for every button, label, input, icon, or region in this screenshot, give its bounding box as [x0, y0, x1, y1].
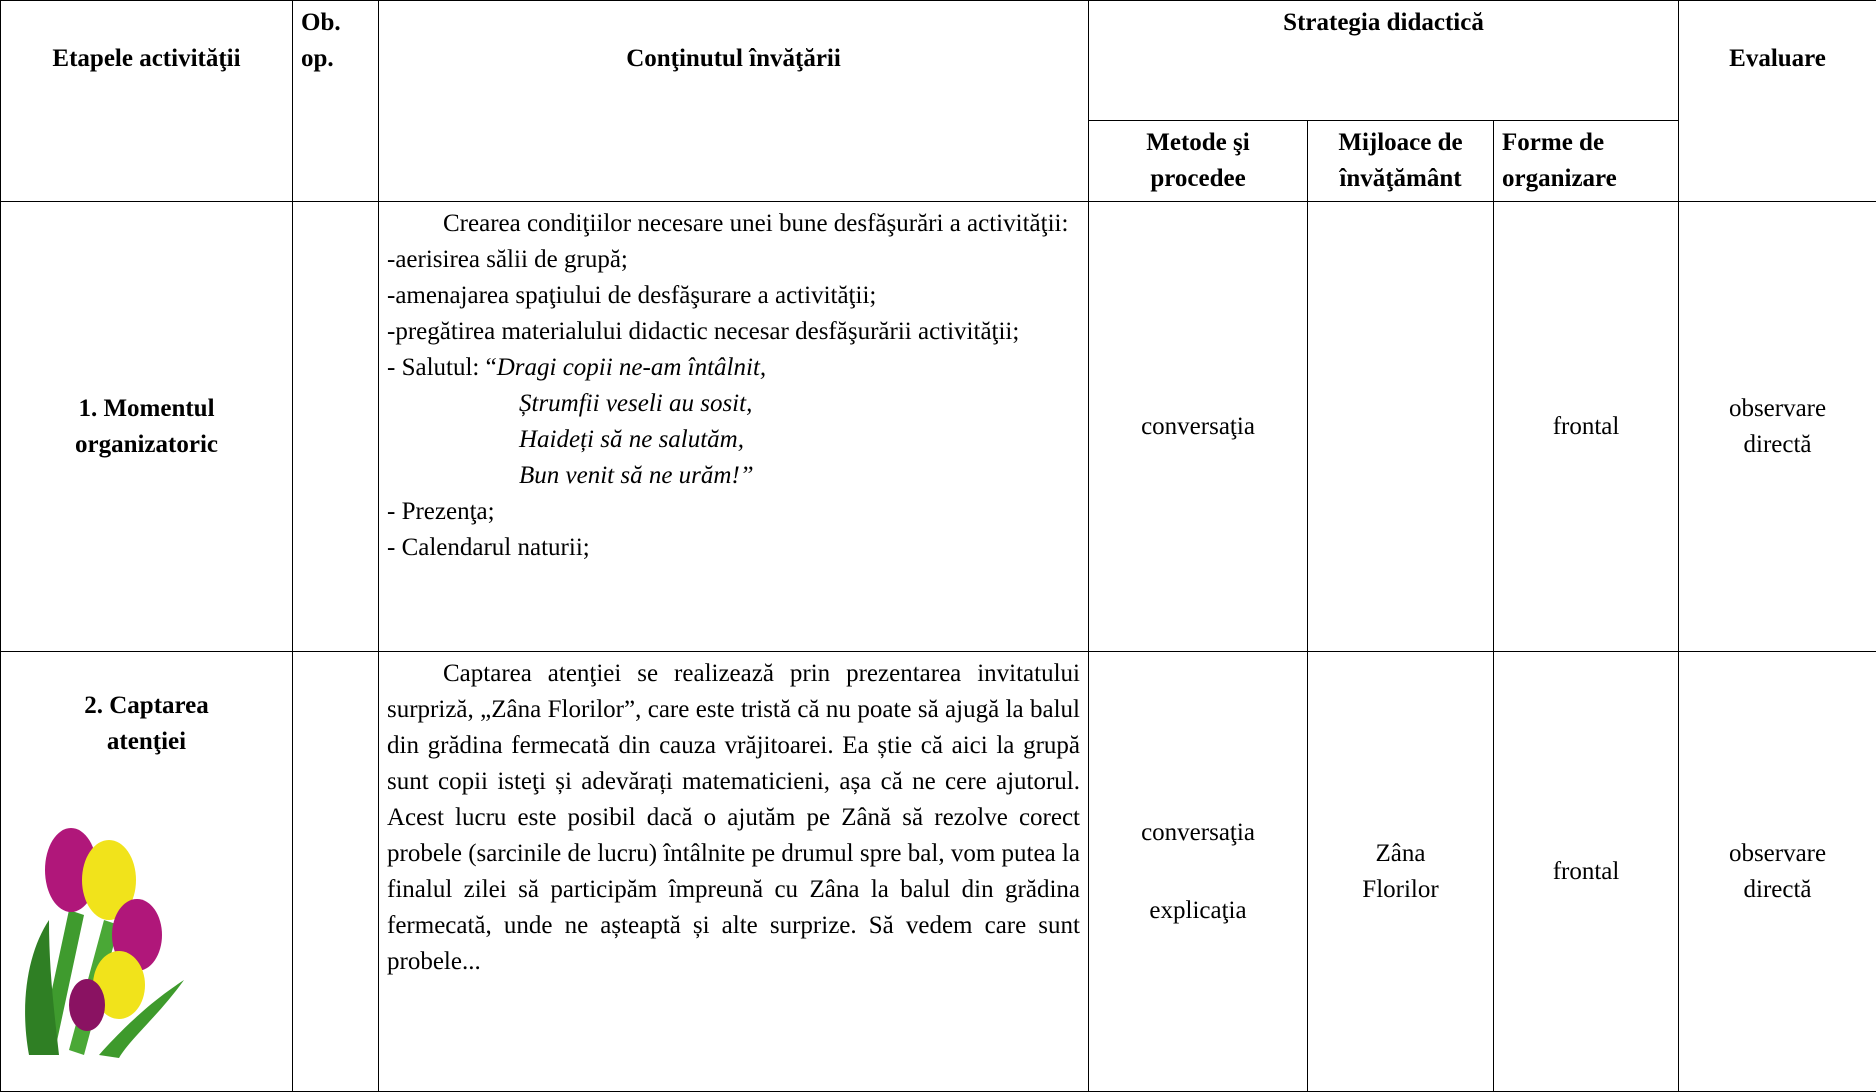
stage-cell: 2. Captarea atenţiei [0, 651, 293, 1092]
verse: Dragi copii ne-am întâlnit, [496, 354, 767, 381]
forms-cell: frontal [1492, 201, 1680, 652]
content-text: -pregătirea materialului didactic necesa… [387, 318, 1020, 345]
stage-text: atenţiei [106, 728, 187, 755]
stage-cell: 1. Momentul organizatoric [0, 201, 293, 652]
method: conversaţia [1141, 412, 1255, 440]
methods-cell: conversaţia [1088, 201, 1308, 652]
header-cell: Strategia didactică [1087, 0, 1680, 121]
stage-text: 2. Captarea [84, 692, 209, 719]
content-text: Crearea condiţiilor necesare unei bune d… [443, 210, 1069, 237]
header-cell: Ob. op. [292, 0, 379, 202]
header-text: Metode şi [1146, 129, 1250, 156]
header-text: Forme de [1502, 129, 1605, 156]
header-cell: Metode şi procedee [1088, 120, 1308, 202]
evaluation: directă [1743, 430, 1812, 458]
header-text: procedee [1150, 165, 1246, 192]
header-text: Mijloace de [1338, 129, 1463, 156]
objective-cell [292, 201, 379, 652]
header-cell: Mijloace de învăţământ [1307, 120, 1494, 202]
form: frontal [1552, 857, 1620, 885]
form: frontal [1552, 412, 1620, 440]
evaluation-cell: observare directă [1678, 201, 1876, 652]
evaluation: observare [1728, 839, 1827, 867]
stage-text: 1. Momentul [78, 394, 215, 422]
objective-cell [292, 651, 379, 1092]
header-text: Strategia didactică [1283, 9, 1484, 36]
header-text: Evaluare [1729, 45, 1826, 72]
tulip-illustration [25, 828, 184, 1058]
content-cell: Captarea atenţiei se realizează prin pre… [378, 651, 1089, 1092]
header-cell: Evaluare [1678, 0, 1876, 202]
greeting-prefix: - Salutul: “ [387, 354, 497, 381]
forms-cell: frontal [1492, 651, 1680, 1092]
content-text: - Salutul: “Dragi copii ne-am întâlnit, [387, 350, 1080, 386]
header-cell: Etapele activităţii [0, 0, 293, 202]
content-text: -aerisirea sălii de grupă; [387, 246, 628, 273]
means-cell [1307, 201, 1494, 652]
header-text: organizare [1502, 165, 1617, 192]
header-cell: Forme de organizare [1492, 120, 1680, 202]
content-text: - Calendarul naturii; [387, 534, 590, 561]
stage-text: organizatoric [74, 430, 218, 458]
header-text: Etapele activităţii [52, 45, 241, 72]
content-text: - Prezenţa; [387, 498, 495, 525]
content-text: Captarea atenţiei se realizează prin pre… [387, 660, 1080, 975]
verse: Haideți să ne salutăm, [519, 426, 744, 453]
header-cell: Conţinutul învăţării [378, 0, 1089, 202]
verse: Bun venit să ne urăm!” [519, 462, 754, 489]
means-cell: Zâna Florilor [1307, 651, 1494, 1092]
header-text: op. [301, 45, 334, 72]
content-text: -amenajarea spaţiului de desfăşurare a a… [387, 282, 877, 309]
evaluation-cell: observare directă [1678, 651, 1876, 1092]
header-text: Conţinutul învăţării [626, 45, 841, 72]
evaluation: directă [1743, 875, 1812, 903]
header-text: învăţământ [1339, 165, 1462, 192]
evaluation: observare [1728, 394, 1827, 422]
content-cell: Crearea condiţiilor necesare unei bune d… [378, 201, 1089, 652]
verse: Ștrumfii veseli au sosit, [519, 390, 753, 417]
methods-cell: conversaţia explicaţia [1088, 651, 1308, 1092]
means: Florilor [1362, 875, 1439, 903]
header-text: Ob. [301, 9, 341, 36]
method: explicaţia [1149, 896, 1247, 924]
means: Zâna [1375, 839, 1426, 867]
method: conversaţia [1141, 818, 1255, 846]
